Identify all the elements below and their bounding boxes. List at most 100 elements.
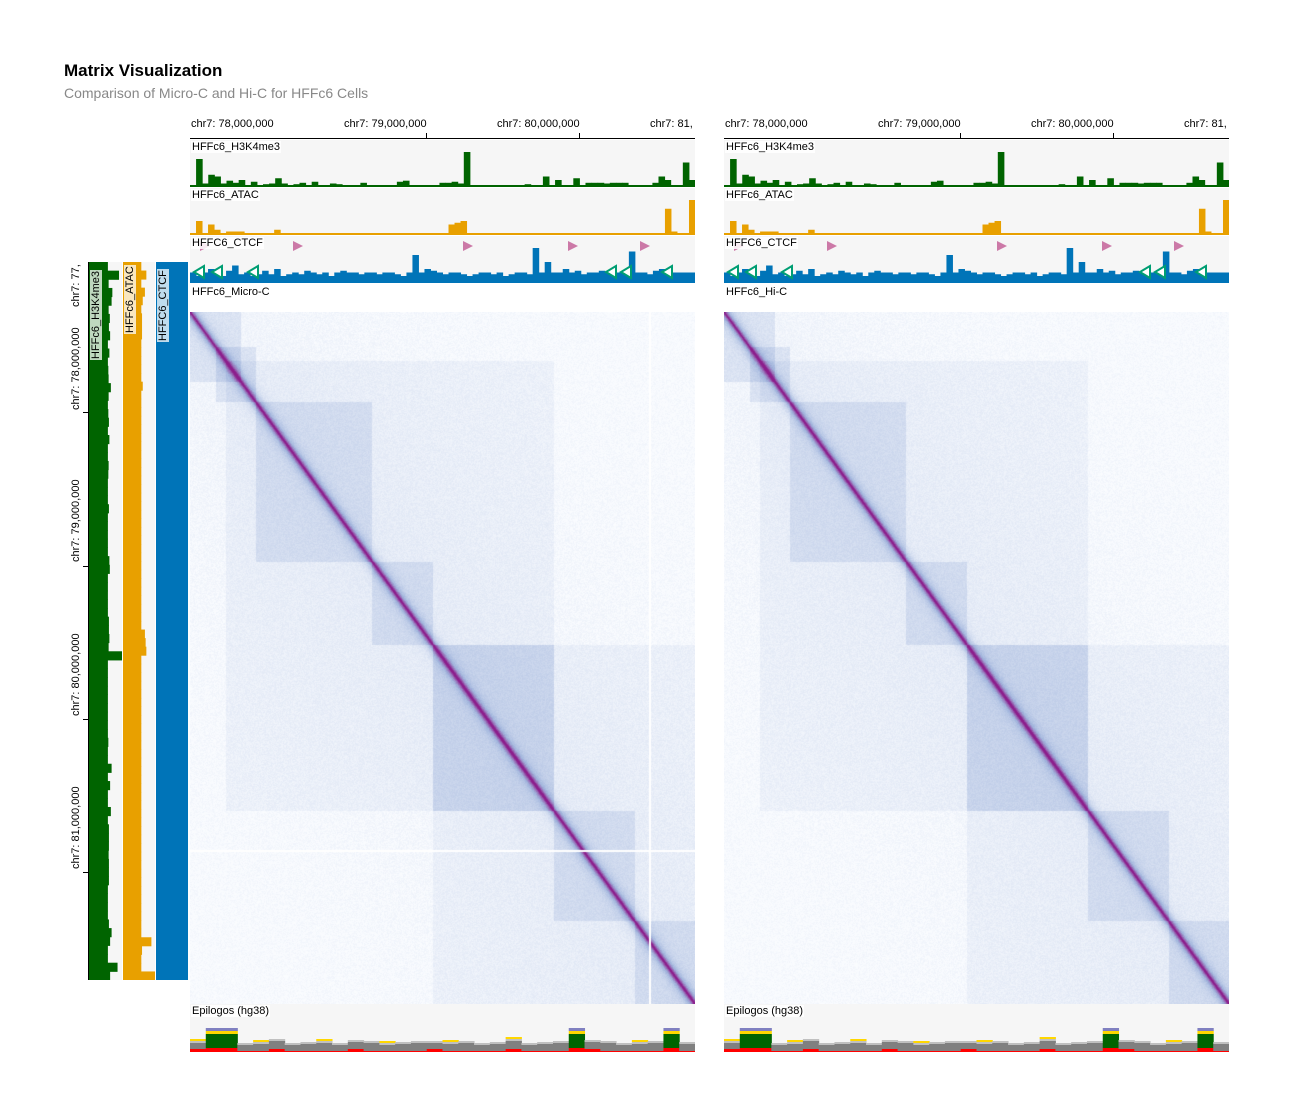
track-bar xyxy=(466,233,474,235)
vertical-h3k4me3-track[interactable]: HFFc6_H3K4me3 xyxy=(89,262,122,980)
h3k4me3-track[interactable]: HFFc6_H3K4me3 xyxy=(190,140,695,187)
epilogos-bar xyxy=(834,1042,851,1044)
axis-tick: chr7: 80,000,000 xyxy=(497,118,580,130)
track-bar xyxy=(424,233,431,235)
ctcf-track[interactable]: HFFC6_CTCF xyxy=(724,236,1229,283)
track-bar xyxy=(851,185,859,187)
track-bar xyxy=(1168,185,1175,187)
track-bar xyxy=(1114,274,1122,283)
epilogos-bar xyxy=(1039,1049,1056,1052)
epilogos-bar xyxy=(771,1045,788,1051)
track-bar xyxy=(1009,185,1017,187)
track-bar xyxy=(89,530,108,540)
track-bar xyxy=(406,233,413,235)
track-bar xyxy=(808,269,815,283)
track-bar xyxy=(208,174,215,187)
track-bar xyxy=(123,492,142,502)
vertical-h3k4me3-bars xyxy=(89,262,122,980)
h3k4me3-track[interactable]: HFFc6_H3K4me3 xyxy=(724,140,1229,187)
epilogos-bar xyxy=(379,1045,396,1051)
track-bar xyxy=(123,706,142,716)
axis-tickmark xyxy=(83,412,88,413)
epilogos-bar xyxy=(268,1049,286,1052)
track-bar xyxy=(123,689,142,699)
track-bar xyxy=(815,183,822,187)
atac-track[interactable]: HFFc6_ATAC xyxy=(190,188,695,235)
track-bar xyxy=(664,272,672,283)
track-bar xyxy=(1046,185,1054,187)
track-label: HFFC6_CTCF xyxy=(191,237,264,249)
epilogos-track[interactable]: Epilogos (hg38) xyxy=(190,1004,695,1052)
track-bar xyxy=(628,233,636,235)
epilogos-bar xyxy=(237,1051,254,1052)
track-bar xyxy=(688,272,695,283)
track-bar xyxy=(808,229,815,235)
track-bar xyxy=(940,272,947,283)
track-bar xyxy=(89,469,109,479)
epilogos-bar xyxy=(1039,1041,1056,1049)
track-bar xyxy=(89,694,108,704)
track-bar xyxy=(934,276,941,283)
track-bar xyxy=(742,269,749,283)
track-bar xyxy=(156,851,188,861)
epilogos-bar xyxy=(568,1028,586,1031)
track-bar xyxy=(1036,276,1044,283)
track-bar xyxy=(1048,233,1056,235)
track-bar xyxy=(89,582,108,592)
track-bar xyxy=(156,475,188,485)
track-bar xyxy=(778,185,786,187)
track-bar xyxy=(502,276,510,283)
atac-track[interactable]: HFFc6_ATAC xyxy=(724,188,1229,235)
track-bar xyxy=(924,185,932,187)
track-bar xyxy=(561,185,568,187)
track-bar xyxy=(1022,185,1029,187)
track-bar xyxy=(1006,274,1014,283)
micro-c-heatmap[interactable] xyxy=(190,312,695,1004)
ctcf-track[interactable]: HFFC6_CTCF xyxy=(190,236,695,283)
track-bar xyxy=(156,586,188,596)
epilogos-bar xyxy=(802,1041,820,1049)
epilogos-bar xyxy=(913,1043,930,1045)
epilogos-bar xyxy=(631,1042,649,1044)
track-bar xyxy=(1101,185,1108,187)
track-bar xyxy=(870,184,877,187)
track-bar xyxy=(123,561,142,571)
track-bar xyxy=(460,221,468,235)
track-bar xyxy=(970,272,977,283)
track-bar xyxy=(1204,185,1212,187)
epilogos-track[interactable]: Epilogos (hg38) xyxy=(724,1004,1229,1052)
epilogos-bar xyxy=(521,1045,538,1051)
track-bar xyxy=(532,233,540,235)
track-bar xyxy=(89,625,109,635)
track-bar xyxy=(778,272,785,283)
track-bar xyxy=(190,272,197,283)
track-bar xyxy=(238,180,246,187)
track-bar xyxy=(1204,231,1212,235)
hi-c-heatmap[interactable] xyxy=(724,312,1229,1004)
epilogos-bar xyxy=(960,1041,977,1043)
epilogos-bar xyxy=(631,1044,649,1051)
epilogos-bar xyxy=(300,1051,317,1052)
track-bar xyxy=(226,270,233,283)
track-bar xyxy=(946,233,953,235)
epilogos-bar xyxy=(505,1049,522,1052)
epilogos-bar xyxy=(1023,1042,1041,1044)
track-bar xyxy=(256,185,264,187)
track-bar xyxy=(402,180,410,187)
track-bar xyxy=(123,338,142,348)
track-bar xyxy=(1186,233,1194,235)
track-bar xyxy=(850,274,857,283)
epilogos-bar xyxy=(1197,1031,1214,1034)
ctcf-reverse-motif-icon xyxy=(619,264,632,280)
track-bar xyxy=(123,381,143,391)
epilogos-bar xyxy=(410,1043,428,1051)
epilogos-bar xyxy=(834,1051,851,1052)
track-bar xyxy=(754,183,762,187)
track-bar xyxy=(123,364,142,374)
track-bar xyxy=(556,233,564,235)
vertical-atac-track[interactable]: HFFc6_ATAC xyxy=(123,262,155,980)
vertical-ctcf-track[interactable]: HFFC6_CTCF xyxy=(156,262,188,980)
epilogos-bar xyxy=(505,1041,522,1049)
epilogos-bar xyxy=(221,1031,238,1034)
track-bar xyxy=(568,272,576,283)
